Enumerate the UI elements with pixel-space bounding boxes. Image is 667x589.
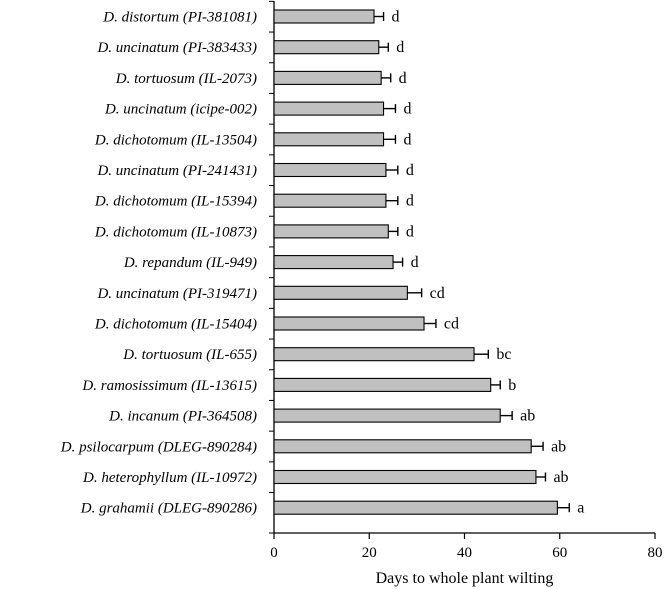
significance-letter: bc [496,346,511,363]
category-label: D. uncinatum (PI-241431) [96,163,257,179]
significance-letter: d [406,193,414,210]
significance-letter: d [406,162,414,179]
significance-letter: d [406,223,414,240]
category-label: D. uncinatum (PI-319471) [96,286,257,302]
bar [273,224,389,239]
significance-letter: d [403,131,411,148]
category-label: D. grahamii (DLEG-890286) [80,501,257,517]
category-label: D. dichotomum (IL-10873) [94,224,257,240]
significance-letter: d [403,101,411,118]
plot-area: 0 20 40 60 80 D. distortum (PI-381081) d D. unc… [60,0,663,561]
x-axis-title: Days to whole plant wilting [376,570,554,587]
x-tick-label: 20 [362,545,377,561]
category-label: D. tortuosum (IL-655) [122,347,257,363]
bar [273,439,532,454]
significance-letter: cd [430,285,445,302]
category-label: D. dichotomum (IL-15394) [94,194,257,210]
significance-letter: cd [444,316,459,333]
category-label: D. tortuosum (IL-2073) [115,71,257,87]
significance-letter: ab [553,469,568,486]
category-label: D. uncinatum (PI-383433) [96,40,257,56]
bar [273,255,394,270]
significance-letter: a [577,500,584,517]
bar [273,193,387,208]
bar [273,408,501,423]
category-label: D. dichotomum (IL-15404) [94,317,257,333]
bar [273,101,385,116]
category-label: D. distortum (PI-381081) [102,10,257,26]
significance-letter: b [508,377,516,394]
significance-letter: d [399,70,407,87]
significance-letter: ab [551,438,566,455]
significance-letter: d [392,9,400,26]
bar [273,347,475,362]
x-tick-label: 60 [552,545,567,561]
significance-letter: d [396,39,404,56]
category-label: D. dichotomum (IL-13504) [94,132,257,148]
significance-letter: ab [520,408,535,425]
x-tick-label: 0 [270,545,278,561]
category-label: D. repandum (IL-949) [123,255,257,271]
significance-letter: d [411,254,419,271]
bar [273,162,387,178]
category-label: D. incanum (PI-364508) [108,409,257,425]
bar [273,500,558,515]
category-label: D. heterophyllum (IL-10972) [82,470,257,486]
category-label: D. ramosissimum (IL-13615) [81,378,257,394]
category-label: D. psilocarpum (DLEG-890284) [60,439,257,455]
bar [273,70,382,85]
bar [273,40,380,55]
x-tick-label: 40 [457,545,472,561]
bar [273,132,385,147]
bar [273,285,408,300]
bar [273,469,537,485]
bar [273,316,425,331]
bar [273,9,375,24]
bar [273,377,492,392]
category-label: D. uncinatum (icipe-002) [104,102,257,118]
x-tick-label: 80 [648,545,663,561]
